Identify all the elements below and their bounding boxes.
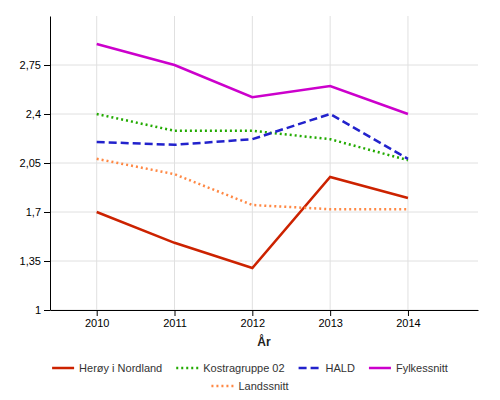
chart-svg: Herøy i Nordland Kostragruppe 02 HALD Fylke… — [0, 0, 500, 400]
legend-label: Kostragruppe 02 — [203, 362, 284, 374]
series-line — [97, 177, 408, 268]
chart-container: Herøy i Nordland Kostragruppe 02 HALD Fylke… — [0, 0, 500, 400]
legend-label: Landssnitt — [238, 380, 288, 392]
legend-symbol — [299, 367, 321, 370]
series-line — [97, 159, 408, 209]
tick: 2012 — [241, 310, 265, 329]
tick-mark — [252, 310, 253, 316]
lines — [97, 44, 408, 268]
grid-line-y — [50, 261, 478, 262]
tick: 2010 — [85, 310, 109, 329]
tick: 1 — [35, 304, 50, 316]
grid-line-x — [174, 16, 175, 310]
tick: 1,7 — [26, 206, 50, 218]
tick-mark — [330, 310, 331, 316]
grid-line-y — [50, 310, 478, 311]
tick-label: 2,05 — [20, 157, 41, 169]
y-axis: 1 1,35 1,7 2,05 2,4 2,75 — [20, 17, 51, 317]
axis-line — [51, 310, 479, 311]
legend-symbol — [176, 367, 198, 370]
tick-label: 2013 — [318, 317, 342, 329]
series-line — [97, 114, 408, 160]
legend-item: Landssnitt — [211, 380, 288, 392]
tick-mark — [175, 310, 176, 316]
tick: 2,4 — [26, 108, 50, 120]
legend-item: Fylkessnitt — [369, 362, 448, 374]
tick: 1,35 — [20, 255, 50, 267]
tick-mark — [44, 212, 50, 213]
grid-line-x — [407, 16, 408, 310]
grid — [50, 16, 478, 310]
grid-line-x — [96, 16, 97, 310]
tick-label: 2010 — [85, 317, 109, 329]
legend-label: Fylkessnitt — [396, 362, 448, 374]
plot: 2010 2011 2012 2013 2014 1 1,35 1,7 2,05 2,4 2,75 Å… — [20, 16, 479, 349]
tick-label: 2012 — [241, 317, 265, 329]
tick-mark — [408, 310, 409, 316]
tick-label: 2014 — [396, 317, 420, 329]
tick-label: 1,35 — [20, 255, 41, 267]
tick-label: 2,75 — [20, 59, 41, 71]
legend-label: HALD — [326, 362, 355, 374]
grid-line-x — [330, 16, 331, 310]
legend-symbol — [211, 385, 233, 388]
series-line — [97, 44, 408, 114]
legend-item: Kostragruppe 02 — [176, 362, 284, 374]
tick-mark — [44, 65, 50, 66]
tick: 2013 — [318, 310, 342, 329]
x-axis: 2010 2011 2012 2013 2014 — [51, 310, 479, 329]
legend-symbol — [52, 367, 74, 370]
tick-mark — [44, 261, 50, 262]
axis-line — [50, 17, 51, 311]
legend-label: Herøy i Nordland — [79, 362, 162, 374]
tick: 2014 — [396, 310, 420, 329]
tick-mark — [44, 310, 50, 311]
tick-label: 1 — [35, 304, 41, 316]
tick: 2,05 — [20, 157, 50, 169]
tick-mark — [97, 310, 98, 316]
tick: 2,75 — [20, 59, 50, 71]
tick-label: 2,4 — [26, 108, 41, 120]
grid-line-y — [50, 212, 478, 213]
tick: 2011 — [163, 310, 187, 329]
tick-label: 1,7 — [26, 206, 41, 218]
x-axis-title: År — [257, 334, 271, 349]
grid-line-y — [50, 65, 478, 66]
legend-item: Herøy i Nordland — [52, 362, 162, 374]
legend: Herøy i Nordland Kostragruppe 02 HALD Fylke… — [52, 362, 448, 392]
tick-mark — [44, 163, 50, 164]
legend-symbol — [369, 367, 391, 370]
series-line — [97, 114, 408, 159]
tick-mark — [44, 114, 50, 115]
grid-line-y — [50, 163, 478, 164]
grid-line-y — [50, 114, 478, 115]
tick-label: 2011 — [163, 317, 187, 329]
legend-item: HALD — [299, 362, 355, 374]
